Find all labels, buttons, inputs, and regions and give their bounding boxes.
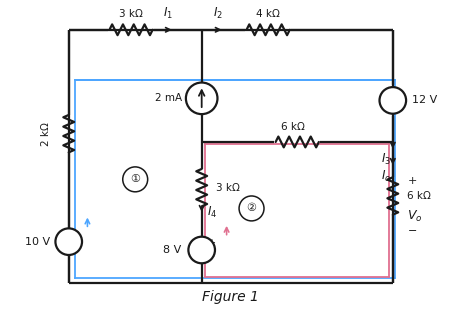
Text: +: + [73,230,81,240]
Text: 6 kΩ: 6 kΩ [407,191,431,201]
Text: −: − [397,88,405,98]
Circle shape [380,87,406,114]
Circle shape [186,83,218,114]
Text: $I_4$: $I_4$ [207,205,217,220]
Text: $I_3$: $I_3$ [381,152,391,167]
Text: 3 kΩ: 3 kΩ [216,183,240,193]
Text: ①: ① [130,174,140,184]
Circle shape [188,237,215,263]
Text: 2 mA: 2 mA [155,93,182,103]
Text: $I_1$: $I_1$ [164,6,173,22]
Text: ②: ② [246,203,256,213]
Text: +: + [407,177,417,187]
Text: 2 kΩ: 2 kΩ [41,122,51,146]
Text: 10 V: 10 V [25,237,50,247]
Circle shape [55,228,82,255]
Text: 3 kΩ: 3 kΩ [119,9,143,19]
Text: 8 V: 8 V [163,245,181,255]
Text: 6 kΩ: 6 kΩ [281,121,305,131]
Text: $I_o$: $I_o$ [381,169,391,184]
Text: −: − [73,243,81,253]
Text: +: + [207,238,215,248]
Text: 12 V: 12 V [411,95,437,105]
Text: Figure 1: Figure 1 [202,290,259,304]
Text: $I_2$: $I_2$ [213,6,223,22]
Text: $V_o$: $V_o$ [407,209,423,224]
Text: +: + [397,103,405,113]
Text: −: − [207,252,215,262]
Text: 4 kΩ: 4 kΩ [256,9,280,19]
Text: −: − [407,226,417,236]
